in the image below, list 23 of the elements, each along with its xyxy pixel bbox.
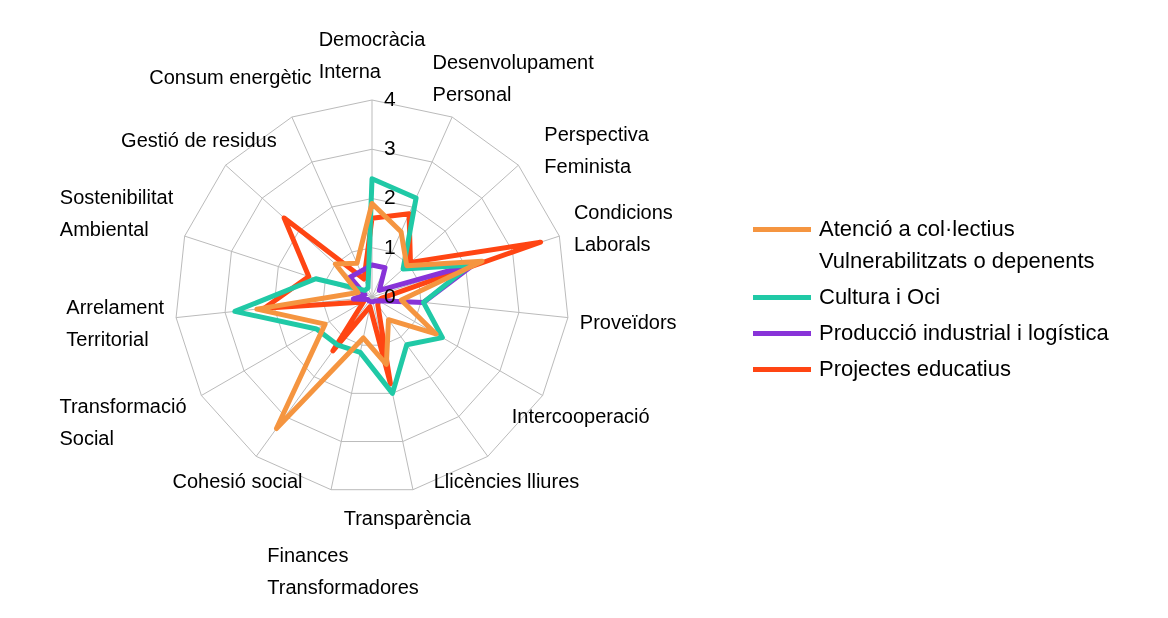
spoke-label: Llicències lliures bbox=[433, 469, 580, 492]
spoke-label: Perspectiva Feminista bbox=[544, 122, 650, 177]
spoke-label: Desenvolupament Personal bbox=[432, 51, 595, 106]
legend-label: Producció industrial i logística bbox=[819, 319, 1110, 347]
spoke-label: Cohesió social bbox=[172, 469, 303, 492]
spoke-label: Finances Transformadores bbox=[267, 544, 419, 599]
legend-label: Projectes educatius bbox=[819, 355, 1012, 383]
legend-label: Cultura i Oci bbox=[819, 283, 942, 311]
spoke-label: Condicions Laborals bbox=[573, 201, 673, 256]
y-tick-label: 1 bbox=[384, 234, 396, 258]
spoke-label: Transparència bbox=[343, 506, 472, 529]
y-tick-label: 3 bbox=[384, 136, 396, 160]
spoke-label: Arrelament Territorial bbox=[66, 295, 165, 350]
spoke-label: Transformació Social bbox=[59, 395, 187, 450]
spoke-label: Sostenibilitat Ambiental bbox=[59, 185, 174, 240]
legend-label: Atenció a col·lectius Vulnerabilitzats o depenents bbox=[819, 215, 1096, 275]
spoke-label: Consum energètic bbox=[149, 66, 312, 89]
y-tick-label: 4 bbox=[384, 86, 396, 110]
spoke-label: Intercooperació bbox=[511, 405, 650, 428]
spoke-label: Proveïdors bbox=[579, 311, 677, 334]
spoke-label: Democràcia Interna bbox=[318, 27, 427, 82]
y-tick-label: 2 bbox=[384, 185, 396, 209]
spoke-label: Gestió de residus bbox=[121, 128, 277, 151]
